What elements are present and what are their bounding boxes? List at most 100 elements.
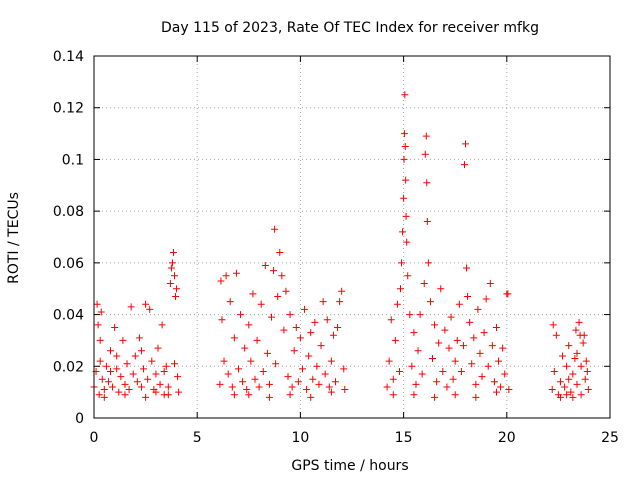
data-point: [172, 292, 180, 300]
data-point: [148, 357, 156, 365]
data-point: [431, 321, 439, 329]
y-tick-label: 0.06: [53, 256, 84, 272]
data-point: [327, 388, 335, 396]
data-point: [271, 225, 279, 233]
data-point: [305, 352, 313, 360]
y-tick-label: 0.02: [53, 359, 84, 375]
data-point: [222, 272, 230, 280]
data-point: [144, 375, 152, 383]
data-point: [329, 331, 337, 339]
data-point: [327, 357, 335, 365]
y-tick-label: 0.1: [62, 152, 84, 168]
data-point: [164, 383, 172, 391]
data-point: [272, 360, 280, 368]
data-point: [462, 140, 470, 148]
data-point: [476, 349, 484, 357]
data-point: [121, 380, 129, 388]
data-point: [495, 357, 503, 365]
data-point: [414, 347, 422, 355]
x-axis-label: GPS time / hours: [291, 458, 408, 474]
data-point: [96, 357, 104, 365]
data-point: [492, 324, 500, 331]
data-point: [486, 280, 494, 288]
data-point: [265, 380, 273, 388]
data-point: [133, 378, 141, 386]
data-point: [563, 391, 571, 399]
data-point: [323, 316, 331, 324]
data-point: [241, 344, 249, 352]
data-point: [278, 272, 286, 280]
plot-frame: [93, 55, 611, 419]
data-point: [474, 305, 482, 313]
data-point: [341, 386, 349, 394]
data-point: [397, 285, 405, 293]
data-point: [459, 342, 467, 350]
data-point: [142, 393, 150, 401]
data-point: [97, 308, 105, 316]
data-point: [571, 355, 579, 363]
data-point: [336, 298, 344, 306]
y-tick-label: 0.04: [53, 308, 84, 324]
data-point: [451, 391, 459, 399]
data-point: [309, 375, 317, 383]
data-point: [556, 393, 564, 401]
data-point: [245, 321, 253, 329]
data-point: [96, 336, 104, 344]
data-point: [296, 334, 304, 342]
data-point: [239, 378, 247, 386]
data-point: [480, 329, 488, 337]
data-point: [445, 344, 453, 352]
data-point: [135, 334, 143, 342]
data-point: [583, 367, 591, 375]
data-point: [217, 277, 225, 285]
data-point: [400, 194, 408, 202]
data-point: [433, 378, 441, 386]
data-point: [400, 130, 408, 138]
data-points: [90, 91, 592, 401]
data-point: [428, 355, 436, 363]
data-point: [402, 176, 410, 184]
data-point: [100, 386, 108, 394]
data-point: [228, 383, 236, 391]
data-point: [447, 313, 455, 321]
data-point: [435, 339, 443, 347]
data-point: [484, 362, 492, 370]
data-point: [166, 280, 174, 288]
data-point: [255, 383, 263, 391]
data-point: [168, 259, 176, 267]
y-axis-label: ROTI / TECUs: [6, 192, 22, 284]
data-point: [334, 324, 342, 331]
data-point: [301, 305, 309, 313]
data-point: [466, 318, 474, 326]
data-point: [412, 380, 420, 388]
data-point: [111, 324, 119, 331]
data-point: [311, 318, 319, 326]
data-point: [408, 362, 416, 370]
chart-title: Day 115 of 2023, Rate Of TEC Index for r…: [161, 20, 539, 36]
data-point: [505, 386, 513, 394]
data-point: [115, 388, 123, 396]
data-point: [102, 362, 110, 370]
data-point: [472, 380, 480, 388]
data-point: [340, 365, 348, 373]
data-point: [230, 391, 238, 399]
data-point: [402, 212, 410, 220]
data-point: [265, 393, 273, 401]
x-tick-label: 20: [498, 430, 516, 446]
data-point: [160, 367, 168, 375]
data-point: [453, 336, 461, 344]
data-point: [449, 375, 457, 383]
data-point: [403, 238, 411, 246]
data-point: [424, 259, 432, 267]
data-point: [125, 386, 133, 394]
data-point: [104, 378, 112, 386]
data-point: [162, 362, 170, 370]
x-tick-label: 0: [90, 430, 99, 446]
data-point: [573, 380, 581, 388]
data-point: [307, 329, 315, 337]
data-point: [237, 311, 245, 319]
data-point: [160, 391, 168, 399]
data-point: [492, 388, 500, 396]
data-point: [389, 391, 397, 399]
data-point: [123, 360, 131, 368]
